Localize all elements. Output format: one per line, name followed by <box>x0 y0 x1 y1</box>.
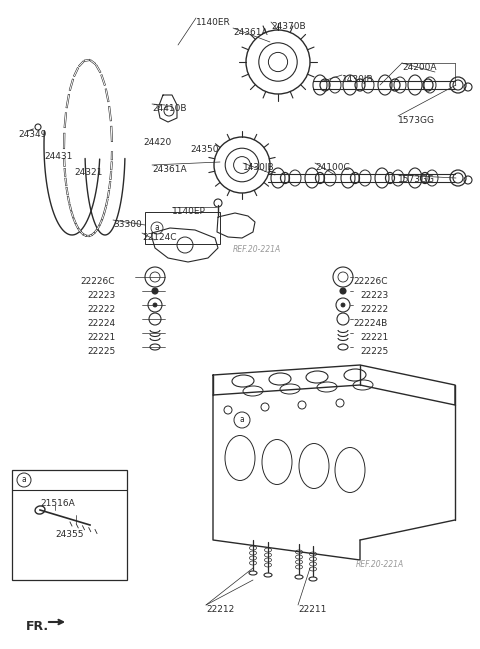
Circle shape <box>341 303 345 307</box>
Text: 1140ER: 1140ER <box>196 18 231 27</box>
Text: 22223: 22223 <box>360 291 388 300</box>
Circle shape <box>153 303 157 307</box>
Text: 22223: 22223 <box>87 291 115 300</box>
Text: 24355: 24355 <box>55 530 84 539</box>
Text: 24349: 24349 <box>18 130 47 139</box>
Text: FR.: FR. <box>26 620 49 633</box>
Text: 33300: 33300 <box>113 220 142 229</box>
Text: a: a <box>240 415 244 424</box>
Text: 24200A: 24200A <box>402 63 436 72</box>
Bar <box>12 470 127 580</box>
Text: 22221: 22221 <box>87 333 115 342</box>
Text: 22225: 22225 <box>360 347 388 356</box>
Text: 22211: 22211 <box>298 605 326 614</box>
Text: 22224B: 22224B <box>353 319 387 328</box>
Text: 24321: 24321 <box>74 168 102 177</box>
Text: 1573GG: 1573GG <box>398 175 435 184</box>
Text: a: a <box>155 223 159 232</box>
Text: REF.20-221A: REF.20-221A <box>233 245 281 254</box>
Circle shape <box>340 288 346 294</box>
Text: 1573GG: 1573GG <box>398 116 435 125</box>
Text: 24350: 24350 <box>190 145 218 154</box>
Text: REF.20-221A: REF.20-221A <box>356 560 404 569</box>
Text: 22226C: 22226C <box>80 277 115 286</box>
Text: 22224: 22224 <box>87 319 115 328</box>
Text: 22222: 22222 <box>87 305 115 314</box>
Text: 21516A: 21516A <box>40 499 75 508</box>
Text: 24361A: 24361A <box>233 28 268 37</box>
Text: 24370B: 24370B <box>271 22 306 31</box>
Text: 22222: 22222 <box>360 305 388 314</box>
Text: 22225: 22225 <box>87 347 115 356</box>
Text: 1140EP: 1140EP <box>172 207 206 216</box>
Text: 22212: 22212 <box>206 605 234 614</box>
Text: 1430JB: 1430JB <box>243 163 275 172</box>
Circle shape <box>152 288 158 294</box>
Text: 24431: 24431 <box>44 152 72 161</box>
Text: 22124C: 22124C <box>142 233 177 242</box>
Text: a: a <box>22 476 26 485</box>
Text: 22226C: 22226C <box>353 277 387 286</box>
Text: 24420: 24420 <box>143 138 171 147</box>
Text: 24410B: 24410B <box>152 104 187 113</box>
Bar <box>145 212 220 244</box>
Text: 22221: 22221 <box>360 333 388 342</box>
Text: 24361A: 24361A <box>152 165 187 174</box>
Text: 1430JB: 1430JB <box>342 75 373 84</box>
Text: 24100C: 24100C <box>315 163 350 172</box>
